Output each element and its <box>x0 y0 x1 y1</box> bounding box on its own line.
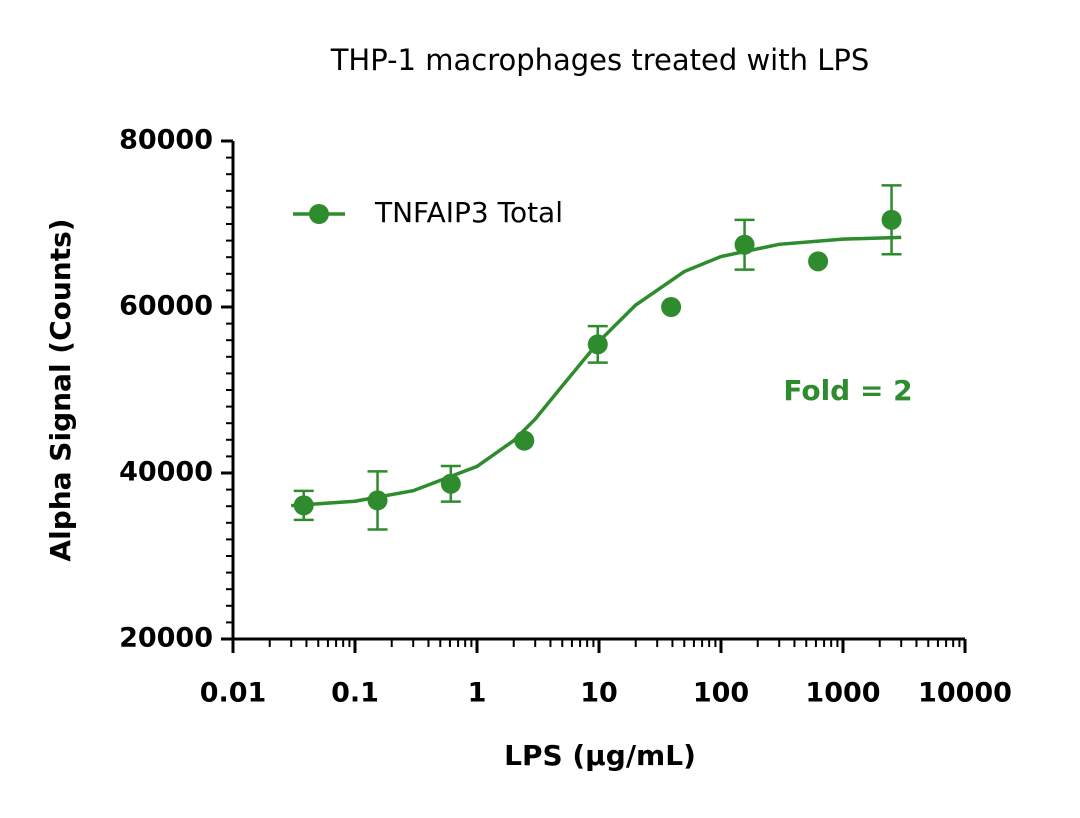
point <box>808 251 829 272</box>
x-tick-label: 1000 <box>805 678 880 709</box>
x-axis-label: LPS (µg/mL) <box>504 739 696 772</box>
annotation: Fold = 2 <box>783 374 912 407</box>
point <box>514 430 535 451</box>
point <box>734 234 755 255</box>
point <box>440 473 461 494</box>
point <box>367 490 388 511</box>
x-tick-label: 0.1 <box>331 678 379 709</box>
point <box>587 334 608 355</box>
y-tick-label: 20000 <box>119 623 213 654</box>
x-tick-label: 10 <box>580 678 618 709</box>
y-tick-label: 80000 <box>119 125 213 156</box>
x-tick-label: 1 <box>468 678 487 709</box>
legend-marker <box>309 204 329 224</box>
point <box>293 495 314 516</box>
point <box>661 297 682 317</box>
x-tick-label: 100 <box>693 678 749 709</box>
y-tick-label: 40000 <box>119 457 213 488</box>
x-tick-label: 0.01 <box>200 678 267 709</box>
point <box>881 209 902 230</box>
fit-curve <box>291 235 902 508</box>
legend-label: TNFAIP3 Total <box>374 196 563 229</box>
chart-title: THP-1 macrophages treated with LPS <box>330 43 870 77</box>
y-axis-label: Alpha Signal (Counts) <box>44 218 77 561</box>
y-tick-label: 60000 <box>119 291 213 322</box>
x-tick-label: 10000 <box>918 678 1012 709</box>
